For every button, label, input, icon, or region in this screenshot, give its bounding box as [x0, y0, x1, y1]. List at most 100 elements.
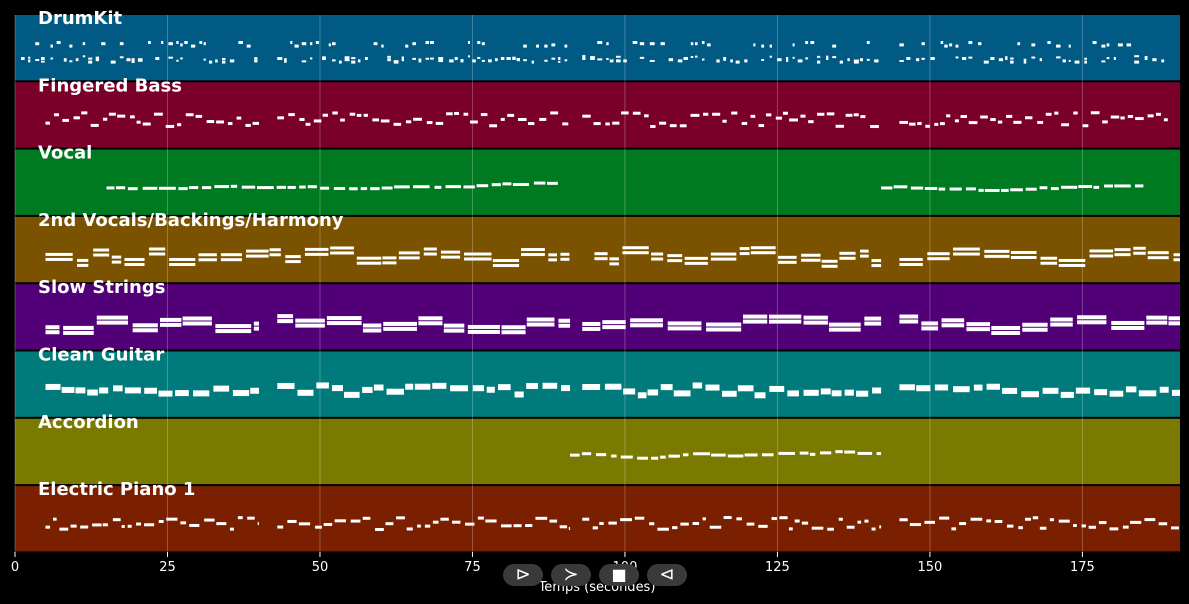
note [1113, 57, 1116, 60]
note [351, 60, 356, 64]
note [111, 255, 122, 259]
note [386, 388, 404, 395]
x-tick-label: 125 [765, 560, 790, 575]
note [412, 42, 416, 46]
note [835, 450, 843, 454]
note [236, 116, 242, 120]
forward-icon: ≻ [563, 564, 579, 585]
note [495, 58, 498, 62]
note [722, 390, 737, 397]
note [831, 390, 842, 397]
note [1104, 184, 1114, 188]
note [298, 522, 311, 526]
note [769, 44, 772, 48]
note [723, 57, 727, 60]
note [45, 121, 50, 125]
note [307, 185, 317, 189]
note [953, 252, 980, 256]
note [1171, 526, 1179, 530]
note [360, 187, 368, 191]
note [735, 60, 740, 64]
note [548, 258, 557, 262]
note [702, 517, 706, 521]
note [1093, 185, 1100, 189]
note [826, 112, 835, 116]
track-label: Vocal [38, 143, 92, 164]
note [709, 525, 722, 529]
note [1050, 317, 1073, 322]
note [96, 320, 129, 325]
forward-button[interactable]: ≻ [551, 564, 591, 586]
note [946, 114, 951, 118]
note [797, 59, 803, 63]
note [326, 321, 362, 326]
note [277, 525, 284, 529]
note [1039, 526, 1047, 530]
note [592, 526, 598, 530]
note [1078, 185, 1093, 189]
note [356, 256, 382, 260]
note [155, 57, 160, 60]
note [980, 115, 988, 119]
note [199, 41, 203, 44]
note [677, 59, 683, 63]
note [95, 56, 100, 59]
note [916, 58, 920, 62]
note [190, 44, 196, 48]
note [835, 124, 844, 128]
back-button[interactable]: ⊲ [647, 564, 687, 586]
note [477, 516, 484, 520]
note [285, 255, 301, 259]
note [1082, 124, 1089, 128]
note [846, 525, 855, 529]
note [387, 58, 391, 62]
stop-button[interactable]: ■ [599, 564, 639, 586]
note [1094, 389, 1108, 396]
note [1023, 58, 1027, 61]
note [216, 120, 224, 124]
note [1017, 42, 1021, 46]
note [820, 388, 831, 395]
note [50, 57, 53, 60]
note [692, 382, 703, 389]
note [561, 385, 571, 392]
note [405, 383, 414, 390]
note [108, 112, 116, 116]
note [984, 188, 1000, 192]
note [142, 186, 158, 190]
note [1090, 111, 1100, 115]
note [414, 383, 431, 390]
back-icon: ⊲ [659, 564, 675, 585]
note [871, 264, 882, 268]
note [827, 527, 834, 531]
note [788, 527, 793, 531]
note [182, 321, 212, 326]
note [701, 58, 705, 61]
note [667, 254, 683, 258]
note [285, 260, 301, 264]
play-button[interactable]: ⊳ [503, 564, 543, 586]
note [921, 326, 939, 331]
note [739, 252, 750, 256]
note [660, 455, 666, 459]
note [1106, 43, 1110, 47]
note [955, 56, 959, 59]
note [1062, 59, 1066, 63]
note [817, 55, 821, 58]
note [287, 185, 296, 189]
note [178, 187, 188, 191]
note [112, 518, 121, 522]
note [533, 181, 546, 185]
note [966, 322, 991, 327]
note [344, 58, 350, 62]
note [938, 187, 946, 191]
note [1114, 184, 1131, 188]
note [1024, 517, 1032, 521]
note [832, 56, 837, 59]
note [531, 60, 534, 64]
note [800, 114, 806, 118]
note [158, 390, 173, 397]
note [75, 58, 79, 62]
note [1022, 327, 1048, 332]
note [1050, 187, 1059, 191]
